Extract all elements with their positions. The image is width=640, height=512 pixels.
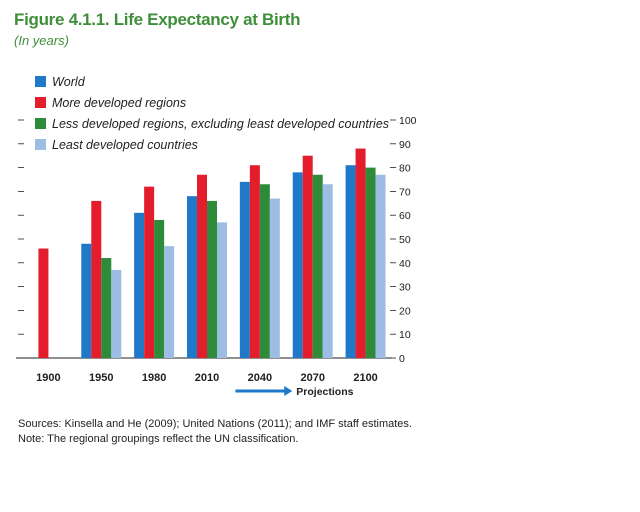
y-tick-label: 100	[399, 115, 417, 127]
x-tick-label: 2070	[300, 372, 324, 384]
bar-more-1900	[38, 248, 49, 358]
bar-more-2040	[249, 165, 260, 358]
chart-title: Figure 4.1.1. Life Expectancy at Birth	[14, 10, 301, 29]
classification-note: Note: The regional groupings reflect the…	[18, 433, 299, 445]
legend-swatch	[35, 76, 46, 87]
y-tick-label: 80	[399, 163, 411, 175]
bar-world-2070	[292, 172, 303, 358]
bar-least-2100	[375, 174, 386, 358]
y-tick-label: 20	[399, 305, 411, 317]
legend-label: Least developed countries	[52, 138, 198, 152]
bar-more-1950	[91, 200, 102, 358]
bar-least-2010	[217, 222, 227, 358]
y-tick-label: 0	[399, 353, 405, 365]
bar-world-2040	[239, 181, 250, 358]
bar-less-2070	[312, 174, 323, 358]
bar-less-1950	[101, 258, 112, 358]
y-tick-label: 90	[399, 139, 411, 151]
y-tick-label: 70	[399, 186, 411, 198]
legend-label: More developed regions	[52, 96, 186, 110]
legend-swatch	[35, 139, 46, 150]
x-tick-label: 2040	[248, 372, 272, 384]
bar-more-2010	[197, 174, 207, 358]
projections-label: Projections	[296, 386, 353, 398]
legend-swatch	[35, 118, 46, 129]
x-tick-label: 1980	[142, 372, 166, 384]
legend-label: Less developed regions, excluding least …	[52, 117, 389, 131]
bar-least-1980	[164, 246, 175, 358]
bar-world-1950	[81, 243, 92, 358]
x-tick-label: 2010	[195, 372, 219, 384]
x-tick-label: 1900	[36, 372, 60, 384]
y-tick-label: 30	[399, 282, 411, 294]
chart-subtitle: (In years)	[14, 33, 69, 48]
legend-label: World	[52, 75, 86, 89]
bar-least-2040	[269, 198, 280, 358]
bar-less-2100	[365, 167, 376, 358]
projections-arrow-head	[284, 386, 293, 396]
bar-more-2070	[302, 155, 313, 358]
bar-world-2010	[187, 196, 197, 358]
x-tick-label: 2100	[353, 372, 377, 384]
bar-less-2040	[259, 184, 270, 358]
y-tick-label: 50	[399, 234, 411, 246]
bar-chart: 0 10 20 30 40 50 60 70 80 90 100 1900 1950 1980 2010 20…	[16, 75, 417, 398]
legend-swatch	[35, 97, 46, 108]
bar-least-1950	[111, 269, 122, 358]
sources-note: Sources: Kinsella and He (2009); United …	[18, 418, 412, 430]
x-tick-label: 1950	[89, 372, 113, 384]
bar-less-1980	[154, 219, 165, 358]
y-tick-label: 10	[399, 329, 411, 341]
bar-more-2100	[355, 148, 366, 358]
bar-less-2010	[207, 200, 217, 358]
y-tick-label: 40	[399, 258, 411, 270]
bar-world-1980	[134, 212, 145, 358]
bar-least-2070	[322, 184, 333, 358]
bar-world-2100	[345, 165, 356, 358]
bar-more-1980	[144, 186, 155, 358]
y-tick-label: 60	[399, 210, 411, 222]
